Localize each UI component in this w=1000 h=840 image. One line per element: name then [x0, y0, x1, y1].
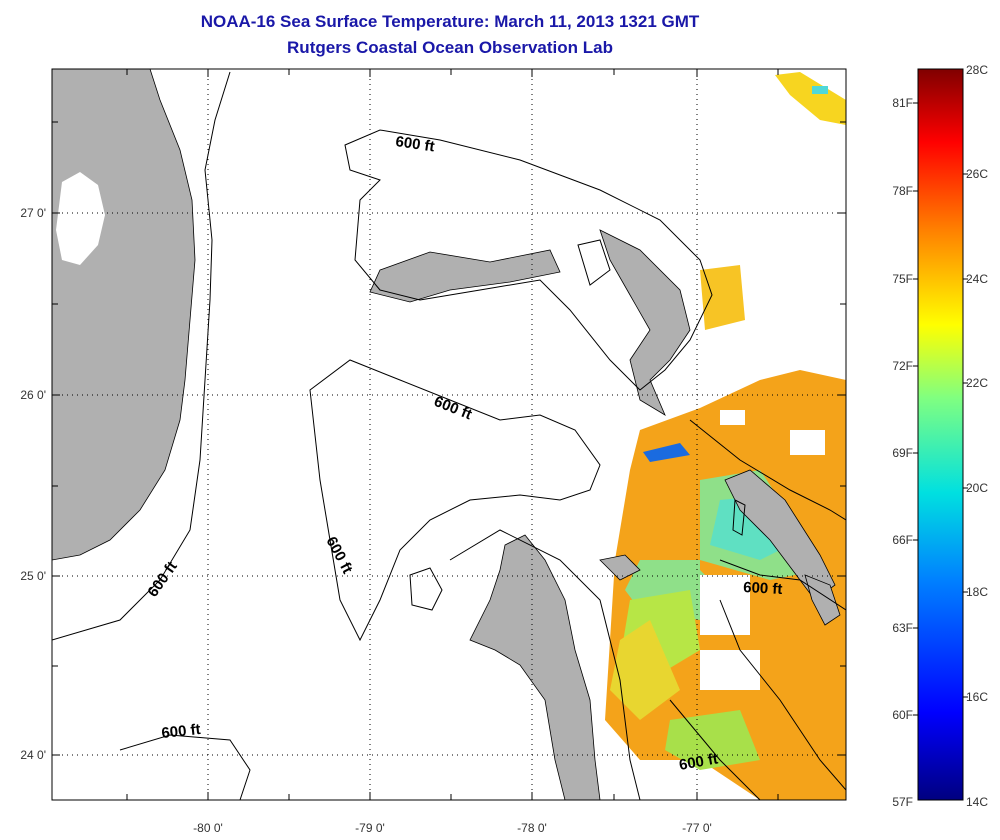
- contour-florida: [52, 71, 231, 641]
- colorbar-f-label: 66F: [892, 533, 913, 547]
- contour-cay-sal: [119, 734, 251, 800]
- tick-marks: [52, 69, 846, 800]
- graticule: [52, 69, 846, 800]
- abaco-land: [599, 229, 691, 416]
- sst-patch-upper: [700, 265, 745, 330]
- contour-exuma-south: [719, 599, 846, 791]
- contour-andros: [449, 529, 641, 800]
- map-frame: [51, 68, 847, 801]
- island-small: [599, 554, 641, 581]
- andros-land: [469, 534, 601, 800]
- map-subtitle: Rutgers Coastal Ocean Observation Lab: [287, 38, 613, 57]
- colorbar-c-label: 18C: [966, 585, 988, 599]
- data-gap: [790, 430, 825, 455]
- lat-label: 27 0': [20, 206, 46, 220]
- contour-label: 600 ft: [432, 393, 475, 423]
- longitude-labels: -80 0' -79 0' -78 0' -77 0': [193, 821, 712, 835]
- colorbar-c-label: 22C: [966, 376, 988, 390]
- latitude-labels: 27 0' 26 0' 25 0' 24 0': [20, 206, 46, 762]
- data-gap: [700, 650, 760, 690]
- contour-label: 600 ft: [743, 579, 783, 598]
- colorbar-c-label: 20C: [966, 481, 988, 495]
- contour-label: 600 ft: [161, 721, 202, 742]
- data-gap: [720, 410, 745, 425]
- contour-exuma: [719, 559, 846, 611]
- lon-label: -80 0': [193, 821, 223, 835]
- sst-patch-north: [775, 72, 846, 125]
- colorbar-gradient: [917, 68, 964, 801]
- colorbar-f-label: 60F: [892, 708, 913, 722]
- grand-bahama-land: [369, 249, 561, 303]
- lon-label: -78 0': [517, 821, 547, 835]
- colorbar-c-label: 16C: [966, 690, 988, 704]
- lat-label: 26 0': [20, 388, 46, 402]
- sst-patch-yellow: [610, 620, 680, 720]
- contour-label: 600 ft: [678, 750, 720, 774]
- sst-patch-blue: [643, 443, 690, 462]
- lat-label: 25 0': [20, 569, 46, 583]
- depth-contours: [52, 71, 846, 800]
- colorbar-f-label: 57F: [892, 795, 913, 809]
- contour-label: 600 ft: [144, 558, 180, 600]
- colorbar-f-label: 63F: [892, 621, 913, 635]
- contour-label: 600 ft: [322, 534, 355, 577]
- colorbar-f-label: 78F: [892, 184, 913, 198]
- colorbar-f-label: 75F: [892, 272, 913, 286]
- contour-inner-2: [577, 239, 611, 286]
- data-gap: [700, 575, 750, 635]
- colorbar-c-label: 28C: [966, 63, 988, 77]
- contour-bottom: [669, 699, 761, 800]
- colorbar-f-label: 72F: [892, 359, 913, 373]
- colorbar-f-label: 69F: [892, 446, 913, 460]
- colorbar-c-label: 24C: [966, 272, 988, 286]
- contour-label: 600 ft: [394, 133, 435, 155]
- contour-little-bahama-bank: [344, 129, 713, 391]
- colorbar-c-label: 14C: [966, 795, 988, 809]
- lon-label: -79 0': [355, 821, 385, 835]
- sst-patch-cyan-north: [812, 86, 828, 94]
- map-title: NOAA-16 Sea Surface Temperature: March 1…: [200, 12, 700, 31]
- florida-land: [52, 69, 196, 561]
- contour-tongue-of-ocean: [689, 419, 846, 521]
- lat-label: 24 0': [20, 748, 46, 762]
- contour-inner-1: [409, 567, 443, 611]
- lon-label: -77 0': [682, 821, 712, 835]
- sst-patch-green-bottom: [665, 710, 760, 770]
- colorbar: 81F 78F 75F 72F 69F 66F 63F 60F 57F 28C …: [892, 63, 988, 809]
- sst-data-layer: [605, 72, 846, 800]
- exuma-land: [804, 574, 841, 626]
- contour-great-bahama-bank-north: [309, 359, 601, 642]
- colorbar-f-label: 81F: [892, 96, 913, 110]
- colorbar-c-label: 26C: [966, 167, 988, 181]
- lake-okeechobee: [56, 172, 105, 265]
- contour-inner-3: [732, 499, 746, 536]
